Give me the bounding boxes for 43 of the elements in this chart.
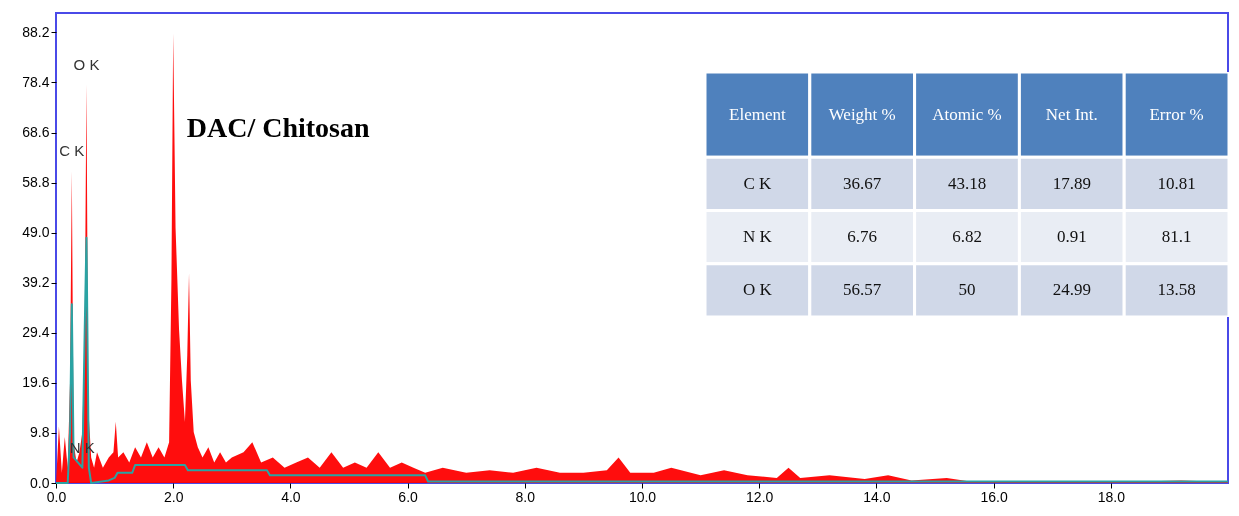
- y-tick-label: 58.8: [22, 174, 50, 191]
- data-label: 17.89: [1052, 173, 1091, 193]
- x-tick-label: Atomic %: [932, 104, 1002, 124]
- data-label: 6.82: [952, 227, 982, 247]
- y-axis-title: Element: [729, 104, 786, 124]
- x-tick-label: Error %: [1149, 104, 1204, 124]
- y-tick-label: 19.6: [22, 374, 50, 391]
- x-tick-label: 18.0: [1097, 488, 1126, 505]
- y-tick-label: 9.8: [30, 424, 50, 441]
- x-tick-label: Net Int.: [1045, 104, 1098, 124]
- y-tick-label: 0.0: [30, 474, 50, 491]
- x-tick-label: 2.0: [163, 488, 184, 505]
- data-label: 10.81: [1157, 173, 1196, 193]
- x-tick-label: 14.0: [863, 488, 891, 505]
- y-tick-label: 68.6: [22, 124, 50, 141]
- annotation: C K: [59, 142, 85, 160]
- x-tick-label: 10.0: [628, 488, 657, 505]
- y-tick-label: N K: [742, 227, 773, 247]
- data-label: 50: [958, 280, 976, 300]
- data-label: 81.1: [1161, 227, 1192, 247]
- data-label: 13.58: [1157, 280, 1196, 300]
- annotation: O K: [73, 55, 100, 73]
- x-tick-label: 6.0: [398, 488, 419, 505]
- data-label: 0.91: [1056, 227, 1087, 247]
- y-tick-label: C K: [743, 173, 773, 193]
- y-tick-label: 29.4: [22, 324, 50, 341]
- x-tick-label: 16.0: [980, 488, 1008, 505]
- y-tick-label: O K: [742, 280, 773, 300]
- x-tick-label: 12.0: [746, 488, 774, 505]
- y-tick-label: 39.2: [22, 274, 50, 291]
- data-label: 6.76: [847, 227, 878, 247]
- data-label: 24.99: [1052, 280, 1091, 300]
- text: DAC/ Chitosan: [186, 112, 370, 143]
- data-label: 36.67: [843, 173, 882, 193]
- x-tick-label: 0.0: [46, 488, 67, 505]
- x-tick-label: 4.0: [281, 488, 301, 505]
- y-tick-label: 49.0: [22, 224, 50, 241]
- y-tick-label: 88.2: [22, 23, 50, 40]
- x-tick-label: Weight %: [828, 104, 896, 124]
- y-tick-label: 78.4: [22, 73, 50, 90]
- data-label: 43.18: [947, 173, 987, 193]
- x-tick-label: 8.0: [515, 488, 536, 505]
- data-label: 56.57: [843, 280, 882, 300]
